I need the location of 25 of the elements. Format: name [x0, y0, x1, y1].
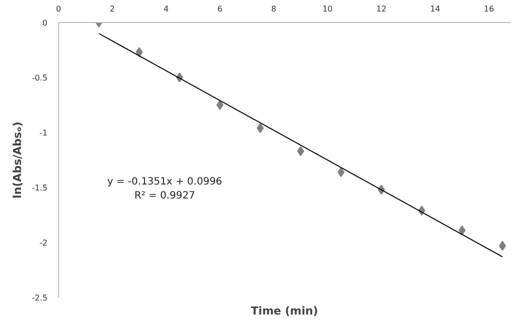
y-tick-label: -0.5	[32, 74, 48, 82]
point	[216, 100, 224, 110]
y-tick-label: -2	[40, 238, 48, 248]
y-tick-label: -2.5	[32, 294, 48, 302]
x-tick-label: 2	[110, 4, 115, 14]
point	[498, 240, 506, 251]
y-axis-title: ln(Abs/Absₒ)	[10, 122, 24, 198]
x-tick-label: 4	[164, 4, 169, 14]
y-tick-label: 0	[42, 18, 48, 28]
x-axis-title: Time (min)	[250, 304, 318, 318]
y-tick-label: -1	[40, 128, 48, 138]
x-tick-label: 12	[376, 4, 386, 14]
x-tick-label: 6	[217, 4, 222, 14]
point	[256, 123, 264, 134]
annotation: y = -0.1351x + 0.0996	[107, 176, 222, 188]
x-tick-label: 8	[271, 4, 276, 14]
x-tick-label: 14	[430, 4, 440, 14]
point	[297, 146, 304, 156]
x-tick-label: 10	[322, 4, 333, 14]
x-tick-label: 0	[56, 4, 62, 14]
x-tick-label: 16	[484, 4, 494, 14]
point	[136, 47, 143, 58]
point	[458, 225, 466, 236]
y-tick-label: -1.5	[32, 184, 48, 192]
annotation: R² = 0.9927	[134, 190, 196, 202]
